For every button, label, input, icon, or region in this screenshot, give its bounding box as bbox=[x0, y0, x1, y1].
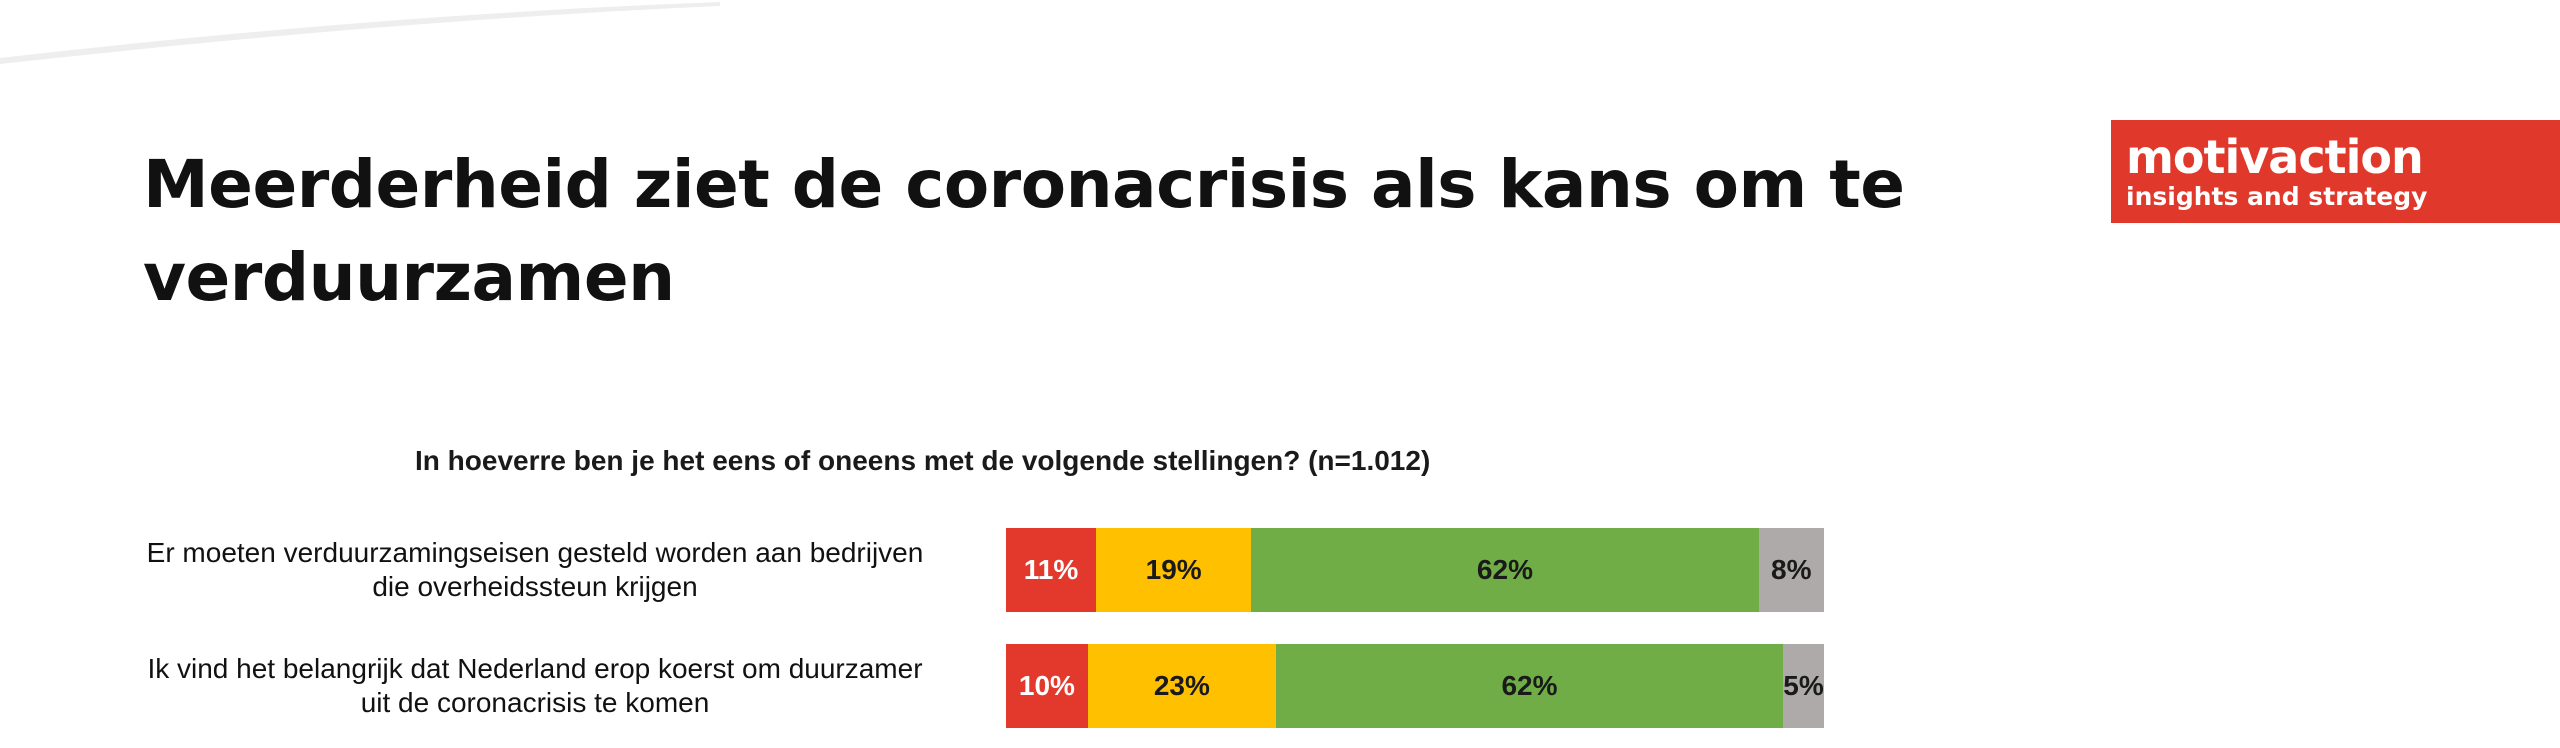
bar-segment: 62% bbox=[1275, 644, 1784, 728]
data-label: 62% bbox=[1476, 554, 1533, 585]
bar-segment: 10% bbox=[1006, 644, 1088, 728]
data-label: 23% bbox=[1153, 670, 1210, 701]
category-label: Ik vind het belangrijk dat Nederland ero… bbox=[147, 653, 923, 718]
bar-segment: 8% bbox=[1758, 528, 1824, 612]
bar-segment: 23% bbox=[1087, 644, 1276, 728]
page-title: Meerderheid ziet de coronacrisis als kan… bbox=[143, 146, 1905, 316]
data-label: 5% bbox=[1783, 670, 1824, 701]
data-label: 8% bbox=[1771, 554, 1812, 585]
bar-segment: 5% bbox=[1783, 644, 1824, 728]
motivaction-logo: motivaction insights and strategy bbox=[2111, 120, 2560, 223]
data-label: 62% bbox=[1501, 670, 1558, 701]
logo-tagline: insights and strategy bbox=[2126, 182, 2428, 211]
chart-title: In hoeverre ben je het eens of oneens me… bbox=[415, 445, 1431, 476]
data-label: 19% bbox=[1145, 554, 1202, 585]
category-label: Er moeten verduurzamingseisen gesteld wo… bbox=[146, 537, 924, 602]
data-label: 11% bbox=[1023, 554, 1079, 585]
data-label: 10% bbox=[1018, 670, 1075, 701]
bar-segment: 62% bbox=[1251, 528, 1759, 612]
stacked-bar: 10% 23% 62% 5% bbox=[1006, 644, 1824, 728]
decorative-swoosh bbox=[0, 2, 720, 64]
bar-segment: 19% bbox=[1095, 528, 1252, 612]
logo-wordmark: motivaction bbox=[2126, 130, 2424, 184]
stacked-bar: 11% 19% 62% 8% bbox=[1006, 528, 1824, 612]
bar-segment: 11% bbox=[1006, 528, 1096, 612]
